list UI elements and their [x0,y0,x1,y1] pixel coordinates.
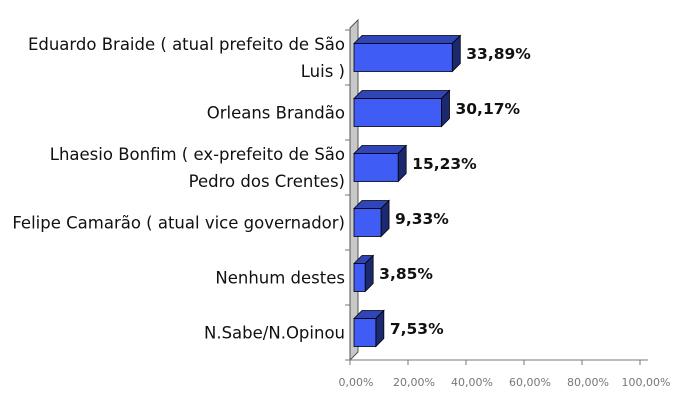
value-label: 15,23% [412,155,477,173]
bar [353,98,442,127]
category-label: N.Sabe/N.Opinou [204,323,345,342]
bar [353,153,399,182]
value-label: 30,17% [455,100,520,118]
value-label: 7,53% [390,320,444,338]
bar-top [353,35,462,44]
x-tick-label: 80,00% [567,376,609,389]
category-label: Lhaesio Bonfim ( ex-prefeito de São Pedr… [49,144,345,191]
category-label: Felipe Camarão ( atual vice governador) [12,213,345,232]
x-tick-label: 100,00% [622,376,671,389]
category-label: Eduardo Braide ( atual prefeito de São L… [27,34,345,81]
bar [353,43,453,72]
x-tick-label: 20,00% [393,376,435,389]
bar-top [353,90,451,99]
value-label: 9,33% [395,210,449,228]
value-label: 33,89% [466,45,531,63]
x-tick-label: 60,00% [509,376,551,389]
bar [353,318,377,347]
x-tick-label: 40,00% [451,376,493,389]
category-label: Nenhum destes [215,268,345,287]
bar-top [353,145,408,154]
value-label: 3,85% [379,265,433,283]
bar [353,208,382,237]
bar [353,263,366,292]
category-label: Orleans Brandão [206,103,345,122]
x-tick-label: 0,00% [339,376,374,389]
